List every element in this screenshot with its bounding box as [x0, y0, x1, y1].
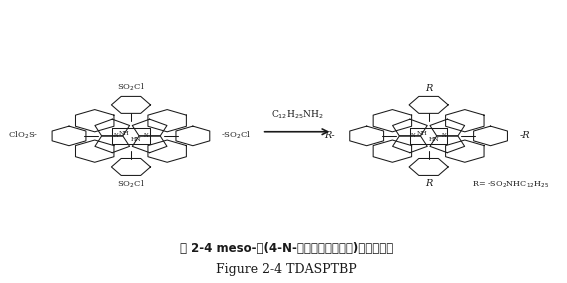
Text: N: N: [442, 133, 446, 138]
Text: -SO$_2$Cl: -SO$_2$Cl: [221, 130, 251, 141]
Text: C$_{12}$H$_{25}$NH$_2$: C$_{12}$H$_{25}$NH$_2$: [271, 109, 324, 121]
Text: N: N: [113, 133, 118, 138]
Text: -R: -R: [520, 131, 530, 140]
Text: Figure 2-4 TDASPTBP: Figure 2-4 TDASPTBP: [217, 263, 357, 276]
Text: HN: HN: [131, 137, 141, 142]
Text: 图 2-4 meso-四(4-N-十二胺基磺酰苯基)四苯并卟啉: 图 2-4 meso-四(4-N-十二胺基磺酰苯基)四苯并卟啉: [180, 241, 393, 254]
Text: NH: NH: [119, 131, 130, 136]
Text: R= -SO$_2$NHC$_{12}$H$_{25}$: R= -SO$_2$NHC$_{12}$H$_{25}$: [472, 179, 549, 190]
Text: ClO$_2$S-: ClO$_2$S-: [9, 130, 39, 141]
Text: R: R: [425, 84, 432, 93]
Text: SO$_2$Cl: SO$_2$Cl: [117, 82, 145, 93]
Text: R: R: [425, 179, 432, 188]
Text: NH: NH: [417, 131, 428, 136]
Text: N: N: [144, 133, 149, 138]
Text: HN: HN: [429, 137, 439, 142]
Text: N: N: [411, 133, 416, 138]
Text: SO$_2$Cl: SO$_2$Cl: [117, 179, 145, 190]
Text: R-: R-: [324, 131, 335, 140]
